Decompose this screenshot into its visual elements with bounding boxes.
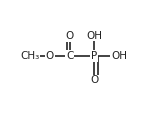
- Text: C: C: [66, 51, 73, 61]
- Text: OH: OH: [86, 31, 102, 40]
- Text: O: O: [90, 76, 99, 85]
- Text: O: O: [46, 51, 54, 61]
- Text: P: P: [91, 51, 98, 61]
- Text: O: O: [65, 31, 74, 41]
- Text: CH₃: CH₃: [20, 51, 40, 61]
- Text: OH: OH: [111, 51, 127, 61]
